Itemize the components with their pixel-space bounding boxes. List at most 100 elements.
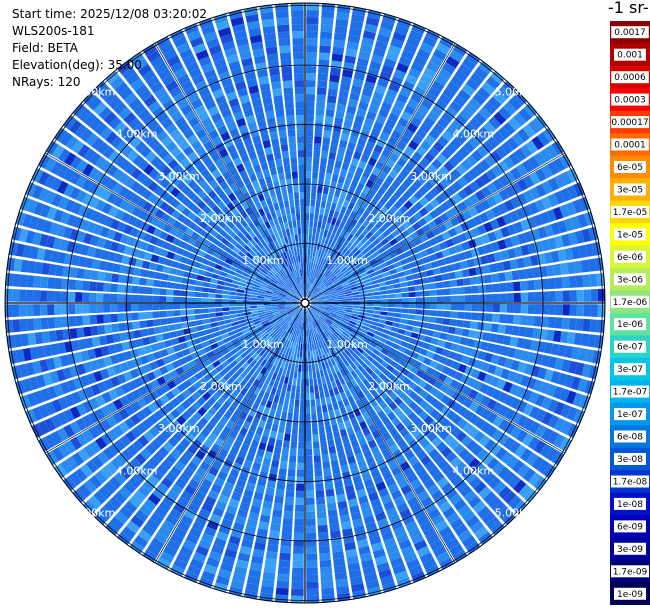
range-gate	[284, 497, 294, 505]
range-gate	[116, 243, 126, 254]
range-gate	[337, 400, 345, 409]
range-gate	[35, 218, 46, 232]
range-gate	[283, 354, 288, 362]
range-gate	[287, 412, 293, 421]
range-gate	[530, 340, 539, 352]
range-gate	[208, 312, 216, 318]
range-gate	[216, 316, 224, 322]
range-gate	[502, 511, 517, 525]
range-gate	[215, 289, 223, 294]
range-gate	[173, 502, 186, 514]
range-gate	[279, 309, 287, 313]
range-gate	[283, 87, 294, 95]
range-gate	[418, 410, 429, 421]
range-gate	[64, 394, 76, 407]
range-gate	[58, 443, 71, 458]
range-gate	[591, 350, 602, 364]
range-gate	[292, 553, 304, 561]
range-gate	[46, 357, 56, 371]
range-gate	[313, 328, 317, 336]
range-gate	[295, 206, 300, 214]
range-gate	[118, 172, 130, 185]
range-gate	[309, 213, 314, 221]
range-gate	[437, 373, 448, 383]
range-gate	[391, 416, 401, 427]
range-gate	[387, 307, 395, 312]
range-gate	[428, 466, 441, 478]
range-gate	[333, 356, 340, 365]
range-gate	[73, 216, 84, 229]
range-gate	[476, 448, 489, 461]
range-gate	[358, 331, 367, 338]
range-gate	[424, 460, 436, 472]
range-gate	[76, 190, 88, 203]
range-gate	[471, 312, 479, 321]
range-gate	[152, 227, 163, 238]
range-gate	[385, 544, 399, 555]
range-gate	[271, 402, 278, 411]
range-gate	[42, 220, 53, 234]
range-gate	[245, 265, 253, 272]
range-gate	[431, 369, 441, 379]
range-gate	[432, 353, 442, 362]
range-gate	[405, 325, 414, 332]
range-gate	[243, 436, 252, 446]
range-gate	[76, 230, 86, 243]
range-gate	[173, 527, 187, 539]
range-gate	[483, 373, 494, 385]
range-gate	[478, 312, 486, 322]
range-gate	[296, 307, 302, 314]
range-gate	[146, 224, 156, 235]
range-gate	[239, 502, 250, 512]
range-gate	[231, 389, 240, 399]
range-gate	[481, 453, 494, 466]
range-gate	[468, 457, 481, 470]
range-gate	[200, 230, 210, 239]
range-gate	[319, 559, 332, 568]
range-gate	[343, 375, 350, 383]
range-gate	[266, 313, 274, 318]
range-gate	[195, 514, 208, 526]
range-gate	[271, 459, 280, 468]
range-gate	[250, 294, 258, 298]
range-gate	[305, 441, 312, 449]
range-gate	[432, 453, 445, 465]
range-gate	[293, 350, 298, 358]
range-gate	[271, 304, 279, 307]
range-gate	[222, 311, 230, 316]
range-gate	[187, 360, 197, 369]
range-gate	[395, 363, 404, 372]
range-gate	[446, 469, 459, 482]
range-gate	[208, 308, 216, 313]
range-gate	[408, 303, 416, 309]
range-gate	[305, 129, 314, 137]
range-gate	[236, 433, 245, 443]
range-gate	[215, 351, 224, 360]
range-gate	[275, 587, 289, 596]
range-gate	[492, 415, 504, 428]
range-gate	[113, 439, 126, 452]
range-gate	[307, 308, 311, 315]
range-gate	[187, 309, 195, 315]
range-gate	[336, 585, 350, 595]
range-gate	[317, 304, 325, 306]
range-gate	[118, 274, 127, 284]
range-gate	[36, 345, 46, 359]
range-gate	[305, 101, 315, 109]
range-gate	[264, 296, 272, 300]
range-gate	[98, 260, 108, 271]
range-gate	[534, 304, 542, 315]
range-gate	[138, 312, 146, 320]
range-gate	[327, 327, 334, 334]
range-gate	[305, 420, 311, 428]
range-gate	[306, 66, 317, 74]
range-gate	[58, 396, 69, 410]
range-gate	[218, 324, 226, 331]
range-gate	[32, 360, 42, 374]
range-gate	[518, 326, 527, 337]
range-gate	[285, 305, 293, 308]
range-gate	[204, 495, 217, 507]
range-gate	[299, 329, 303, 337]
range-gate	[554, 417, 566, 432]
range-gate	[314, 327, 319, 335]
